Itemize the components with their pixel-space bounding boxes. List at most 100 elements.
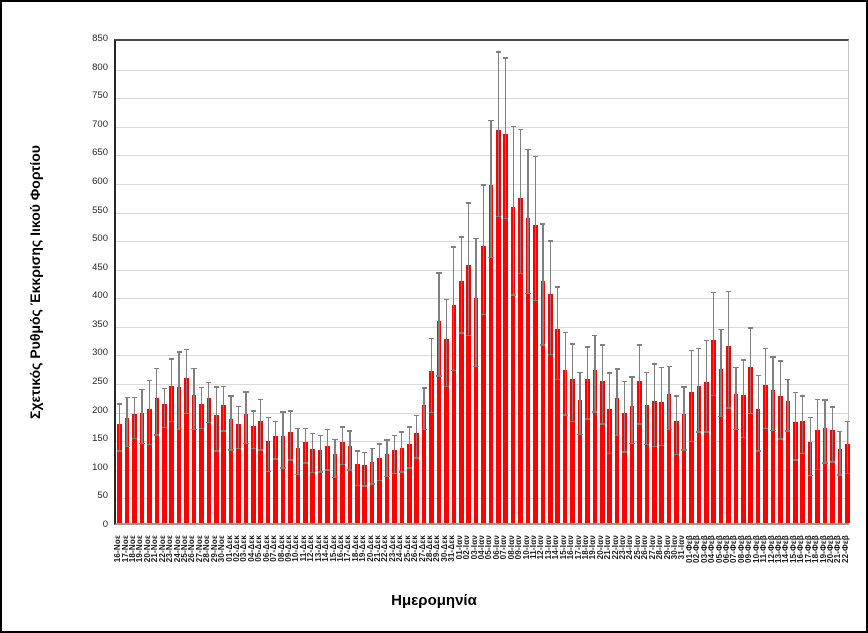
error-bar (705, 340, 707, 433)
error-bar (423, 388, 425, 430)
error-bar (839, 431, 841, 475)
error-bar (594, 335, 596, 413)
error-bar-cap (844, 421, 850, 423)
bar (703, 382, 709, 523)
error-bar-cap (681, 449, 687, 451)
bar (310, 449, 316, 523)
error-bar-cap (636, 423, 642, 425)
error-bar-cap (117, 403, 123, 405)
error-bar (698, 348, 700, 433)
error-bar-cap (436, 375, 442, 377)
bar (644, 404, 650, 523)
error-bar (416, 415, 418, 458)
error-bar-cap (243, 442, 249, 445)
bar (755, 409, 761, 523)
error-bar (757, 375, 759, 451)
error-bar-cap (421, 428, 427, 430)
bar (837, 449, 843, 523)
error-bar-cap (161, 426, 167, 429)
bar (117, 423, 122, 523)
y-tick-label: 600 (92, 175, 108, 187)
error-bar (720, 329, 722, 417)
bar (265, 440, 271, 523)
error-bar-cap (287, 410, 294, 412)
error-bar (557, 286, 559, 380)
error-bar-cap (532, 155, 539, 158)
error-bar-cap (480, 184, 487, 186)
error-bar-cap (258, 449, 264, 451)
error-bar-cap (629, 442, 635, 445)
error-bar (794, 392, 796, 461)
bar (414, 432, 419, 523)
error-bar-cap (599, 344, 605, 346)
error-bar-cap (696, 431, 702, 433)
error-bar-cap (547, 240, 553, 242)
y-tick-label: 250 (92, 376, 108, 388)
error-bar (297, 428, 299, 475)
gridline (116, 69, 848, 71)
error-bar-cap (495, 215, 501, 218)
bar (726, 345, 731, 523)
bar (147, 408, 152, 523)
error-bar-cap (562, 331, 568, 334)
error-bar (846, 421, 848, 474)
error-bar (460, 237, 462, 334)
error-bar-cap (414, 414, 420, 417)
error-bar-cap (131, 437, 138, 440)
error-bar-cap (763, 347, 769, 350)
error-bar (408, 426, 410, 469)
error-bar-cap (139, 442, 145, 445)
error-bar (809, 417, 811, 476)
error-bar (824, 400, 826, 463)
error-bar-cap (295, 473, 301, 476)
error-bar (475, 238, 477, 367)
error-bar-cap (317, 434, 323, 437)
error-bar-cap (711, 394, 717, 397)
error-bar (341, 426, 344, 465)
y-tick-label: 850 (92, 33, 108, 44)
error-bar-cap (310, 433, 316, 435)
error-bar-cap (488, 256, 494, 259)
bar (666, 393, 672, 523)
bar (288, 431, 293, 523)
error-bar-cap (659, 366, 665, 369)
error-bar (690, 350, 693, 442)
error-bar (549, 241, 551, 355)
error-bar-cap (807, 474, 813, 477)
error-bar (646, 372, 648, 445)
error-bar-cap (569, 421, 576, 423)
bar (369, 462, 375, 523)
error-bar-cap (748, 413, 754, 415)
error-bar-cap (183, 349, 190, 351)
error-bar-cap (339, 463, 346, 466)
error-bar-cap (436, 272, 442, 274)
y-tick-label: 550 (92, 204, 108, 216)
error-bar-cap (503, 57, 509, 59)
error-bar (772, 357, 774, 431)
error-bar-cap (213, 386, 219, 388)
error-bar (675, 396, 678, 455)
error-bar-cap (651, 445, 657, 448)
error-bar-cap (510, 294, 516, 296)
error-bar (445, 299, 448, 387)
bar (458, 281, 464, 523)
error-bar (119, 404, 121, 451)
error-bar (750, 328, 752, 414)
error-bar-cap (161, 387, 167, 390)
error-bar-cap (421, 387, 427, 389)
error-bar-cap (666, 365, 672, 368)
error-bar-cap (755, 374, 761, 377)
error-bar-cap (614, 434, 620, 437)
error-bar-cap (807, 416, 813, 418)
error-bar-cap (258, 398, 264, 401)
error-bar-cap (740, 359, 746, 361)
bar (251, 425, 256, 523)
error-bar-cap (369, 483, 375, 485)
bar (637, 380, 642, 523)
bar (577, 399, 583, 523)
bar (622, 412, 627, 523)
error-bar-cap (688, 349, 694, 351)
x-axis-title: Ημερομηνία (391, 592, 477, 609)
error-bar (148, 380, 151, 445)
